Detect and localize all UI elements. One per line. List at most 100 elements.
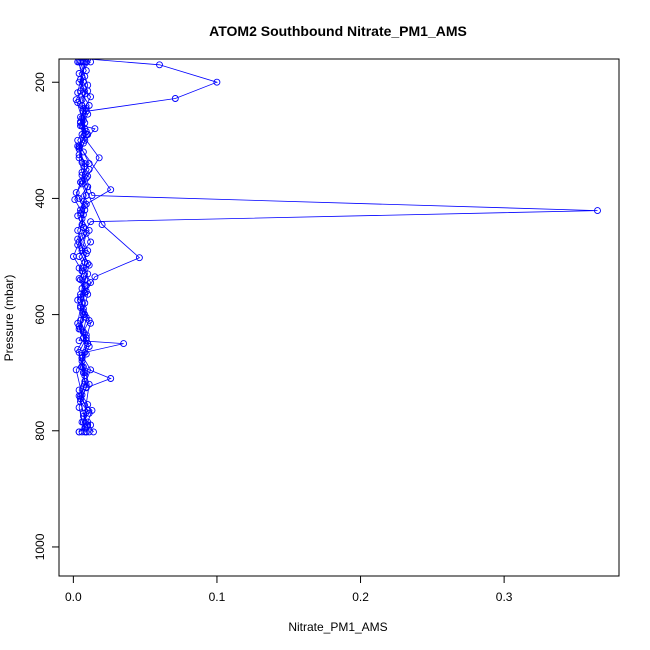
data-point-4-23	[85, 380, 93, 388]
data-point-2-12	[84, 247, 92, 255]
data-point-4-10	[78, 180, 86, 188]
data-point-4-11	[82, 192, 90, 199]
data-point-2-11	[78, 232, 86, 240]
y-tick-label-2: 600	[33, 304, 47, 324]
data-point-5-8	[85, 226, 93, 234]
data-point-7-5	[75, 145, 83, 153]
y-tick-label-0: 200	[33, 72, 47, 92]
x-axis-label: Nitrate_PM1_AMS	[288, 620, 387, 634]
y-tick-label-1: 400	[33, 188, 47, 208]
data-point-7-19	[72, 366, 80, 374]
data-point-7-14	[81, 289, 89, 296]
data-point-6-2	[79, 104, 87, 112]
data-point-2-10	[87, 218, 95, 226]
data-point-3-9	[78, 177, 86, 185]
x-tick-label-1: 0.1	[209, 590, 226, 604]
series-line-2	[77, 61, 598, 433]
series-line-1	[77, 59, 219, 433]
data-point-2-20	[81, 372, 89, 380]
data-point-2-23	[79, 412, 87, 420]
x-tick-label-3: 0.3	[496, 590, 513, 604]
data-point-7-18	[82, 350, 90, 358]
x-tick-label-2: 0.2	[352, 590, 369, 604]
data-point-4-4	[84, 110, 92, 118]
chart-title: ATOM2 Southbound Nitrate_PM1_AMS	[209, 23, 467, 39]
y-axis-label: Pressure (mbar)	[2, 275, 16, 362]
data-point-7-8	[71, 196, 79, 204]
data-point-4-6	[91, 125, 99, 133]
data-point-3-26	[90, 428, 97, 436]
data-point-6-11	[79, 224, 87, 231]
data-point-3-15	[85, 316, 93, 324]
data-point-2-9	[594, 207, 601, 215]
data-point-1-9	[78, 168, 86, 176]
data-point-1-2	[156, 61, 163, 69]
data-point-5-17	[87, 366, 95, 374]
data-point-6-4	[82, 131, 90, 138]
data-point-6-8	[72, 189, 80, 197]
data-point-6-3	[77, 118, 84, 126]
data-point-6-13	[69, 253, 77, 260]
data-point-7-4	[82, 128, 90, 136]
data-point-3-10	[98, 221, 106, 229]
data-point-7-0	[75, 59, 83, 66]
data-point-1-3	[213, 78, 221, 86]
data-point-3-11	[135, 254, 143, 262]
data-point-7-6	[81, 163, 89, 170]
data-point-7-3	[78, 114, 86, 122]
data-point-5-6	[82, 200, 90, 208]
data-point-5-16	[78, 351, 86, 359]
data-point-3-1	[82, 67, 90, 75]
y-tick-label-4: 1000	[33, 533, 47, 560]
data-point-4-24	[78, 428, 86, 436]
data-point-5-11	[77, 276, 84, 284]
data-point-3-3	[87, 93, 95, 101]
data-point-6-14	[78, 267, 86, 275]
data-point-6-15	[82, 282, 90, 290]
data-point-6-23	[79, 409, 87, 417]
data-point-3-18	[120, 340, 128, 348]
data-point-4-1	[77, 75, 84, 83]
data-point-3-24	[88, 406, 96, 414]
y-axis: 200 400 600 800 1000	[33, 72, 59, 560]
data-point-1-4	[171, 95, 179, 102]
data-point-4-18	[81, 299, 89, 307]
data-point-5-21	[84, 421, 92, 429]
data-point-7-17	[79, 334, 87, 342]
data-point-6-16	[74, 296, 82, 304]
data-point-7-21	[75, 404, 83, 411]
data-point-7-16	[74, 319, 82, 327]
data-point-6-9	[81, 201, 89, 209]
data-point-6-19	[84, 340, 92, 348]
data-point-1-10	[84, 183, 92, 191]
y-tick-label-3: 800	[33, 420, 47, 440]
data-point-6-7	[84, 172, 92, 180]
data-point-4-14	[87, 238, 95, 246]
data-point-6-22	[75, 392, 83, 400]
data-point-7-7	[77, 178, 84, 186]
x-tick-label-0: 0.0	[65, 590, 82, 604]
data-point-7-13	[75, 275, 83, 283]
data-point-4-21	[74, 345, 82, 353]
data-point-3-12	[91, 273, 99, 281]
data-point-6-20	[78, 354, 86, 362]
data-point-7-9	[79, 211, 87, 219]
data-point-7-2	[72, 96, 80, 104]
data-point-7-1	[79, 84, 87, 92]
data-point-2-6	[95, 154, 103, 162]
data-point-7-10	[74, 226, 82, 234]
marker-layer	[69, 59, 601, 436]
data-point-7-11	[78, 244, 86, 252]
data-point-5-5	[107, 186, 115, 194]
data-point-7-22	[81, 428, 89, 436]
data-point-2-3	[85, 102, 93, 109]
plot-frame	[58, 58, 620, 577]
data-point-6-24	[85, 428, 93, 436]
data-point-4-16	[84, 270, 92, 278]
data-point-6-12	[75, 238, 83, 246]
data-point-2-22	[84, 401, 92, 409]
data-point-6-17	[79, 311, 87, 319]
data-point-3-21	[107, 375, 115, 382]
data-point-6-1	[74, 89, 82, 97]
data-point-7-12	[84, 260, 92, 267]
